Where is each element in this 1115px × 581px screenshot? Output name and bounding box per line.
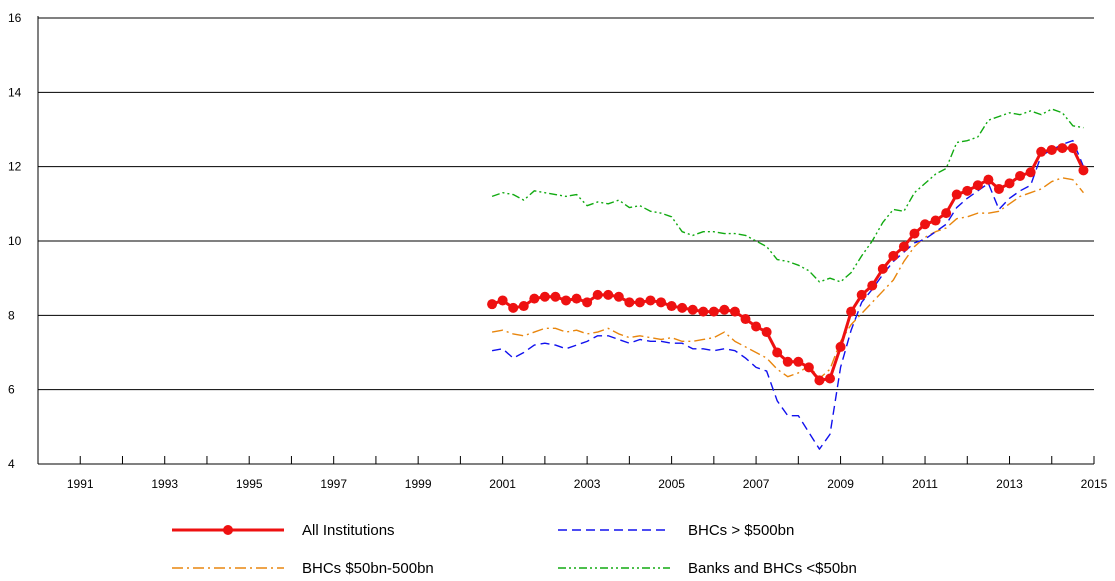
- series-point: [634, 297, 645, 308]
- series-point: [1036, 146, 1047, 157]
- series-point: [645, 295, 656, 306]
- x-tick-label: 2009: [827, 477, 854, 491]
- series-line-2: [491, 177, 1084, 380]
- series-point: [582, 297, 593, 308]
- series-point: [487, 299, 498, 310]
- series-point: [687, 304, 698, 315]
- x-tick-label: 1999: [405, 477, 432, 491]
- series-point: [508, 302, 519, 313]
- series-point: [571, 293, 582, 304]
- series-point: [518, 301, 529, 312]
- series-point: [592, 289, 603, 300]
- series-line-1: [491, 139, 1085, 450]
- x-tick-label: 2005: [658, 477, 685, 491]
- series-point: [624, 297, 635, 308]
- series-point: [1057, 143, 1068, 154]
- series-point: [497, 295, 508, 306]
- series-point: [951, 189, 962, 200]
- series-point: [613, 291, 624, 302]
- series-point: [782, 356, 793, 367]
- x-tick-label: 1993: [151, 477, 178, 491]
- series-point: [740, 314, 751, 325]
- y-tick-label: 14: [8, 85, 22, 99]
- series-point: [877, 263, 888, 274]
- legend-label: BHCs > $500bn: [688, 522, 794, 539]
- x-tick-label: 2007: [743, 477, 770, 491]
- series-point: [772, 347, 783, 358]
- legend-label: Banks and BHCs <$50bn: [688, 560, 857, 577]
- legend-label: All Institutions: [302, 522, 395, 539]
- series-point: [1067, 143, 1078, 154]
- y-tick-label: 12: [8, 160, 22, 174]
- series-point: [856, 289, 867, 300]
- x-tick-label: 2001: [489, 477, 516, 491]
- y-axis-tick-labels: 4 6 8 10 12 14 16: [8, 11, 22, 471]
- series-point: [1046, 144, 1057, 155]
- series-point: [825, 373, 835, 384]
- x-tick-label: 2003: [574, 477, 601, 491]
- series-point: [708, 306, 719, 317]
- series-point: [751, 321, 762, 332]
- series-point: [603, 289, 614, 300]
- series-point: [539, 291, 550, 302]
- series-point: [993, 183, 1004, 194]
- series-point: [793, 356, 804, 367]
- y-tick-label: 4: [8, 457, 15, 471]
- series-point: [867, 280, 878, 291]
- series-point: [941, 208, 952, 219]
- series-point: [962, 185, 973, 196]
- series-point: [835, 341, 846, 352]
- series-point: [729, 306, 740, 317]
- series-point: [561, 295, 571, 306]
- chart-legend: All Institutions BHCs $50bn-500bn BHCs > $…: [172, 522, 857, 577]
- series-point: [972, 180, 983, 191]
- x-tick-label: 1995: [236, 477, 263, 491]
- x-tick-label: 2011: [912, 477, 938, 491]
- series-point: [677, 302, 688, 313]
- series-point: [898, 241, 909, 252]
- series-point: [656, 297, 667, 308]
- legend-marker: [223, 525, 233, 535]
- chart-axes: [37, 16, 1094, 465]
- y-tick-label: 16: [8, 11, 22, 25]
- x-tick-label: 1997: [320, 477, 347, 491]
- series-point: [814, 375, 825, 386]
- series-point: [666, 301, 677, 312]
- series-point: [698, 306, 709, 317]
- x-axis-ticks: 1991 1993 1995 1997 1999 2001 2003 2005 2007 2009…: [37, 456, 1108, 491]
- series-point: [550, 291, 561, 302]
- series-line-0: [491, 146, 1085, 382]
- series-point: [983, 174, 994, 185]
- legend-label: BHCs $50bn-500bn: [302, 560, 434, 577]
- x-tick-label: 2015: [1081, 477, 1108, 491]
- chart-series: [487, 108, 1089, 450]
- series-point: [1078, 165, 1089, 176]
- series-point: [888, 250, 899, 261]
- series-point: [920, 219, 931, 230]
- series-line-3: [491, 108, 1084, 283]
- series-point: [1025, 167, 1036, 178]
- series-point: [1004, 178, 1015, 189]
- x-tick-label: 2013: [996, 477, 1023, 491]
- series-point: [803, 362, 814, 373]
- series-point: [930, 215, 941, 226]
- y-tick-label: 10: [8, 234, 22, 248]
- y-tick-label: 8: [8, 308, 15, 322]
- series-point: [761, 327, 772, 338]
- series-point: [1015, 170, 1026, 181]
- series-point: [909, 228, 920, 239]
- y-tick-label: 6: [8, 383, 15, 397]
- series-point: [719, 304, 730, 315]
- chart-gridlines: [38, 17, 1094, 391]
- x-tick-label: 1991: [67, 477, 94, 491]
- series-point: [846, 306, 857, 317]
- series-point: [529, 293, 540, 304]
